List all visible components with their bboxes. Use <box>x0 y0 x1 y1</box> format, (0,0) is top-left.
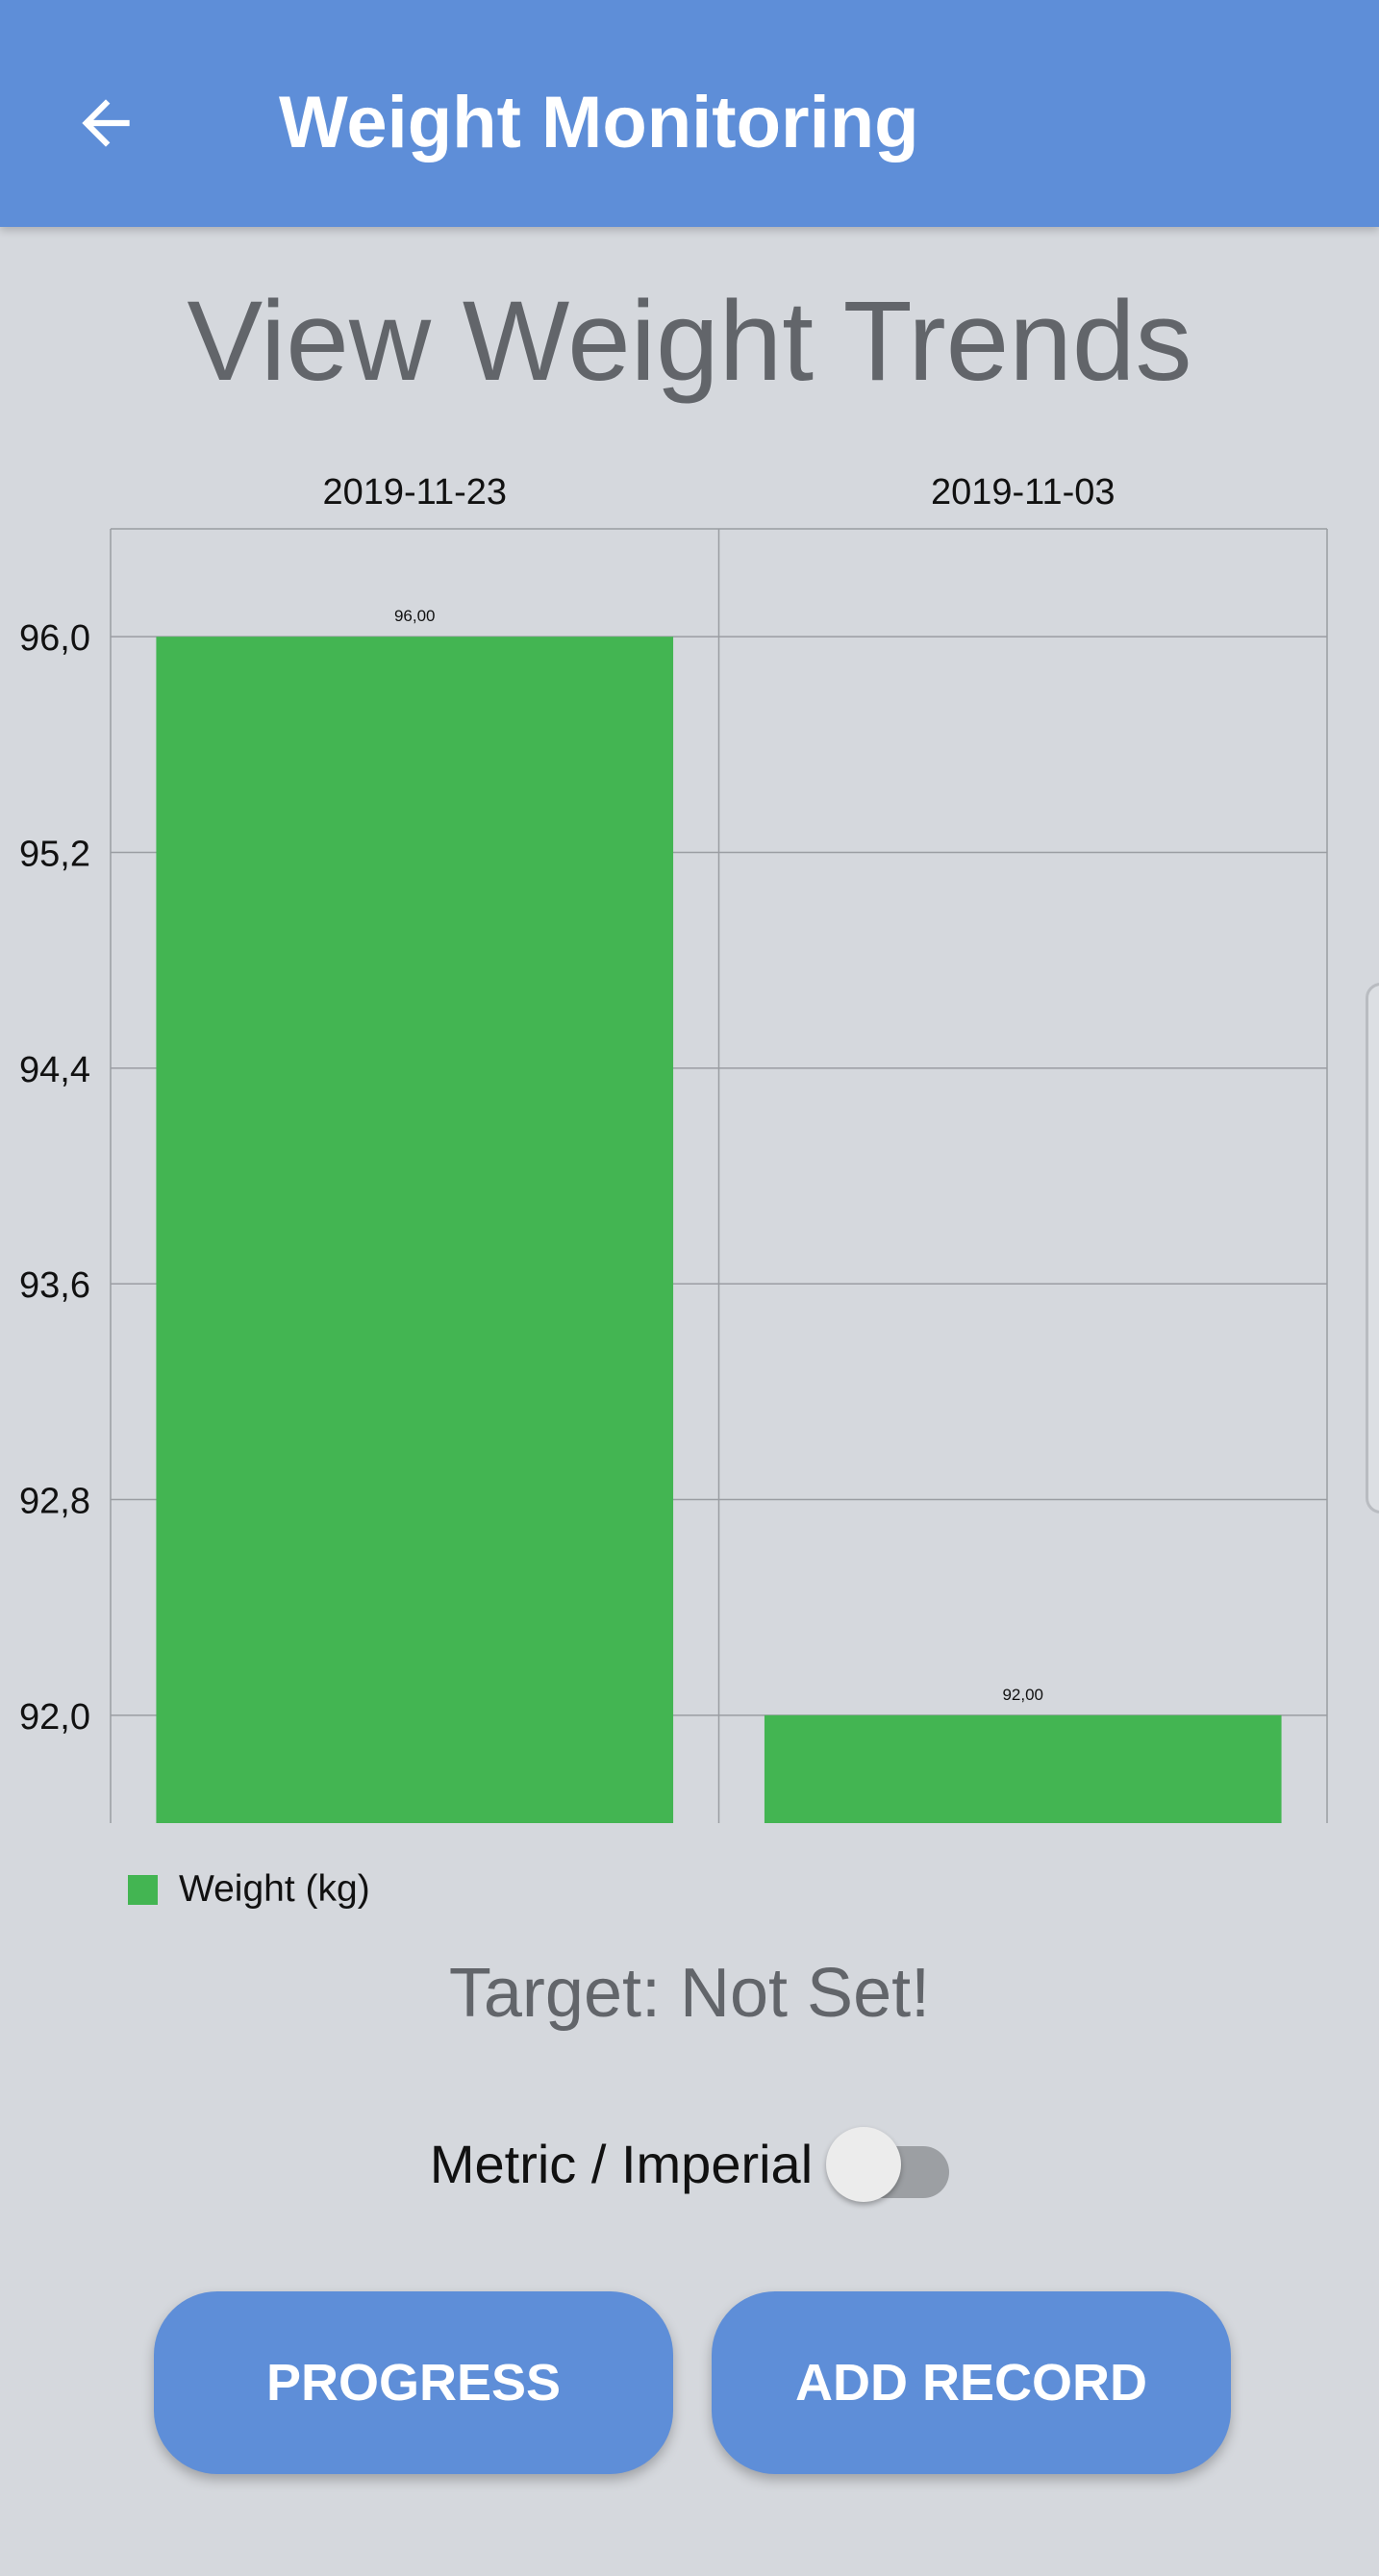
metric-imperial-switch[interactable] <box>826 2125 950 2202</box>
unit-toggle-row: Metric / Imperial <box>0 2125 1379 2202</box>
weight-bar-chart: 96,0 95,2 94,4 93,6 92,8 92,0 96,00 2019-11-23 9… <box>19 472 1328 1823</box>
x-category-label: 2019-11-03 <box>931 472 1116 513</box>
y-tick-label: 95,2 <box>19 835 90 875</box>
switch-thumb <box>826 2127 902 2202</box>
legend-label: Weight (kg) <box>179 1868 370 1910</box>
bar-value-label: 92,00 <box>1002 1686 1043 1704</box>
bar <box>764 1714 1282 1823</box>
y-tick-label: 92,8 <box>19 1482 90 1522</box>
y-tick-label: 92,0 <box>19 1697 90 1738</box>
bar-value-label: 96,00 <box>394 607 436 625</box>
y-tick-label: 93,6 <box>19 1265 90 1306</box>
target-status: Target: Not Set! <box>448 1955 931 2032</box>
app-bar: Weight Monitoring <box>0 0 1379 227</box>
add-record-button[interactable]: ADD RECORD <box>712 2291 1231 2474</box>
back-button[interactable] <box>58 75 154 171</box>
bar <box>156 637 674 1823</box>
page-heading: View Weight Trends <box>187 278 1192 405</box>
app-title: Weight Monitoring <box>279 82 919 163</box>
edge-panel-handle[interactable] <box>1366 983 1379 1513</box>
progress-button[interactable]: PROGRESS <box>154 2291 673 2474</box>
y-tick-label: 96,0 <box>19 618 90 659</box>
unit-toggle-label: Metric / Imperial <box>429 2133 814 2194</box>
y-tick-label: 94,4 <box>19 1050 90 1090</box>
x-category-label: 2019-11-23 <box>322 472 507 513</box>
legend-swatch <box>128 1874 158 1905</box>
arrow-left-icon <box>82 99 130 147</box>
chart-legend: Weight (kg) <box>128 1867 370 1912</box>
